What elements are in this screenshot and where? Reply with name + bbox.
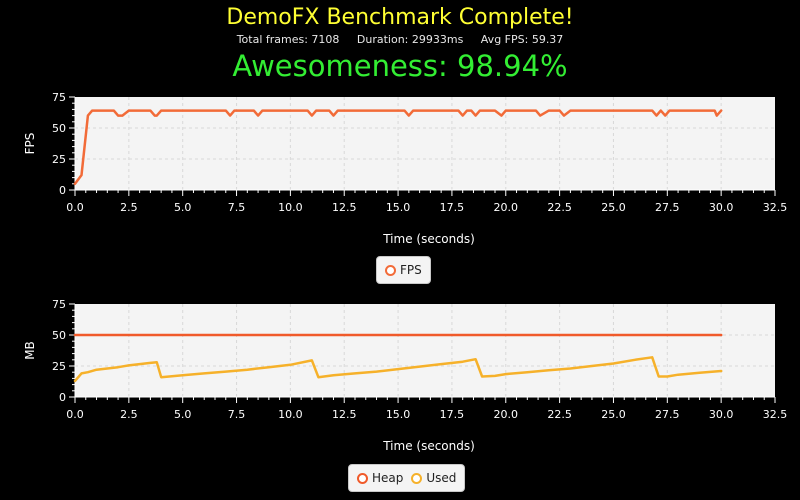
- chart1-x-tick-label: 15.0: [386, 201, 411, 214]
- chart2-y-axis-label: MB: [23, 341, 37, 360]
- legend-label: Used: [426, 471, 457, 485]
- chart2-x-tick-label: 27.5: [655, 408, 680, 421]
- chart1-x-tick-label: 5.0: [174, 201, 192, 214]
- chart1-x-tick-label: 7.5: [228, 201, 246, 214]
- chart1-y-axis-label: FPS: [23, 133, 37, 155]
- chart1-x-tick-label: 25.0: [601, 201, 626, 214]
- chart1-y-tick-label: 25: [52, 153, 66, 166]
- legend-marker-icon: [357, 472, 368, 484]
- awesomeness-score: Awesomeness: 98.94%: [232, 49, 568, 83]
- chart1-series-fps-line: [73, 109, 723, 186]
- chart2-x-axis-label: Time (seconds): [382, 439, 475, 453]
- chart2-x-tick-label: 2.5: [120, 408, 138, 421]
- chart2-x-tick-label: 15.0: [386, 408, 411, 421]
- legend-marker-icon: [411, 472, 423, 484]
- chart1-x-tick-label: 27.5: [655, 201, 680, 214]
- chart1-x-tick-label: 32.5: [763, 201, 788, 214]
- legend-label: FPS: [400, 263, 422, 277]
- chart2-x-tick-label: 17.5: [440, 408, 465, 421]
- chart1-y-tick-label: 0: [59, 184, 66, 197]
- chart2-x-tick-label: 22.5: [547, 408, 572, 421]
- legend-entry-used: Used: [411, 471, 456, 485]
- chart2-x-tick-label: 7.5: [228, 408, 246, 421]
- chart2-plot-area: [75, 304, 775, 397]
- legend-label: Heap: [372, 471, 404, 485]
- legend-marker-icon: [385, 264, 396, 276]
- chart1-x-tick-label: 22.5: [547, 201, 572, 214]
- chart2-x-tick-label: 10.0: [278, 408, 303, 421]
- chart1-x-axis-label: Time (seconds): [382, 232, 475, 246]
- chart1-x-tick-label: 17.5: [440, 201, 465, 214]
- chart2-y-tick-label: 0: [59, 391, 66, 404]
- chart2-x-tick-label: 12.5: [332, 408, 357, 421]
- fps-chart-legend: FPS: [376, 256, 431, 284]
- chart1-y-tick-label: 50: [52, 122, 66, 135]
- chart2-x-tick-label: 5.0: [174, 408, 192, 421]
- chart2-x-tick-label: 20.0: [494, 408, 519, 421]
- chart1-x-tick-label: 2.5: [120, 201, 138, 214]
- chart2-y-tick-label: 50: [52, 329, 66, 342]
- chart1-x-tick-label: 0.0: [66, 201, 84, 214]
- chart2-y-tick-label: 25: [52, 360, 66, 373]
- legend-entry-heap: Heap: [357, 471, 403, 485]
- chart2-x-tick-label: 32.5: [763, 408, 788, 421]
- chart1-x-tick-label: 12.5: [332, 201, 357, 214]
- chart1-x-tick-label: 30.0: [709, 201, 734, 214]
- chart2-x-tick-label: 0.0: [66, 408, 84, 421]
- benchmark-stats: Total frames: 7108 Duration: 29933ms Avg…: [236, 33, 564, 46]
- chart2-y-tick-label: 75: [52, 298, 66, 311]
- chart2-x-tick-label: 30.0: [709, 408, 734, 421]
- chart2-x-tick-label: 25.0: [601, 408, 626, 421]
- chart1-x-tick-label: 10.0: [278, 201, 303, 214]
- memory-chart-legend: Heap Used: [348, 464, 466, 492]
- benchmark-title: DemoFX Benchmark Complete!: [226, 5, 574, 30]
- chart1-y-tick-label: 75: [52, 91, 66, 104]
- legend-entry-fps: FPS: [385, 263, 422, 277]
- chart1-x-tick-label: 20.0: [494, 201, 519, 214]
- chart2-series-used-line: [73, 356, 723, 383]
